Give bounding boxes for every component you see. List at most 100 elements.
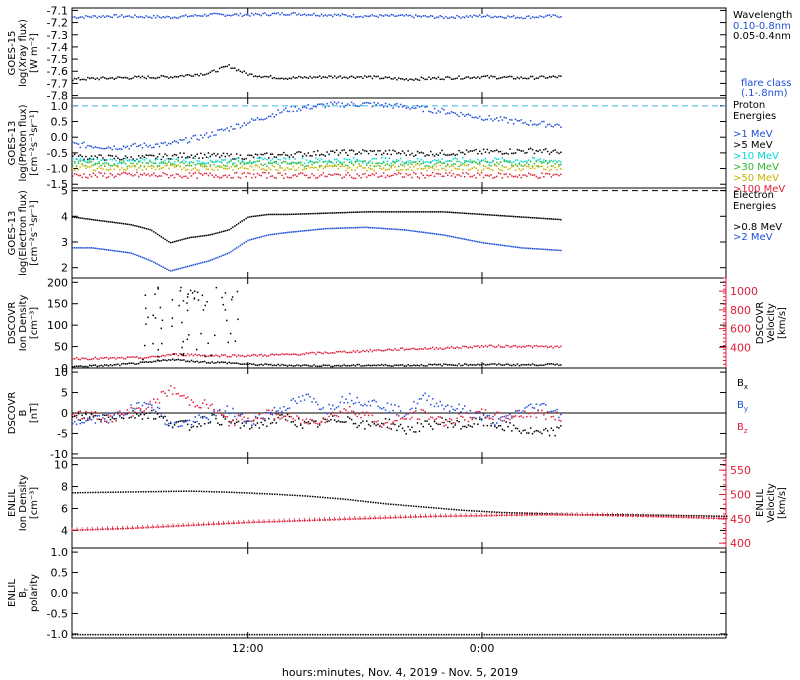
data-point	[431, 364, 434, 366]
data-point	[122, 77, 125, 79]
data-point	[135, 491, 137, 493]
data-point	[536, 512, 539, 515]
data-point	[335, 173, 338, 175]
data-point	[375, 104, 377, 106]
data-point	[524, 77, 526, 79]
data-point	[407, 79, 409, 82]
data-point	[490, 423, 492, 425]
data-point	[294, 106, 296, 108]
data-point	[430, 425, 432, 428]
data-point	[128, 78, 130, 80]
data-point	[241, 354, 244, 357]
data-point	[320, 77, 323, 79]
data-point	[522, 429, 524, 432]
data-point	[501, 364, 504, 366]
data-point	[83, 422, 85, 424]
data-point	[258, 521, 261, 523]
data-point	[473, 116, 475, 119]
data-point	[319, 496, 321, 498]
data-point	[366, 150, 368, 153]
data-point	[390, 503, 392, 505]
data-point	[356, 226, 358, 229]
data-point	[343, 149, 345, 151]
data-point	[175, 154, 178, 156]
data-point	[462, 113, 464, 116]
data-point	[243, 122, 245, 124]
data-point	[102, 168, 104, 170]
data-point	[460, 428, 462, 430]
data-point	[713, 517, 715, 519]
data-point	[343, 76, 345, 78]
data-point	[398, 172, 400, 174]
data-point	[311, 519, 314, 522]
data-point	[529, 75, 532, 78]
data-point	[186, 360, 189, 362]
data-point	[190, 633, 193, 636]
data-point	[114, 633, 117, 636]
data-point	[215, 174, 217, 177]
data-point	[92, 247, 95, 249]
data-point	[484, 165, 487, 168]
data-point	[482, 424, 485, 427]
data-point	[178, 525, 180, 527]
data-point	[347, 103, 349, 105]
data-point	[192, 135, 195, 137]
data-point	[529, 514, 531, 516]
data-point	[149, 412, 151, 414]
data-point	[428, 515, 430, 518]
data-point	[153, 172, 155, 175]
data-point	[268, 355, 270, 357]
data-point	[170, 354, 172, 356]
data-point	[220, 13, 223, 16]
data-point	[326, 364, 328, 367]
data-point	[535, 429, 538, 432]
data-point	[535, 160, 538, 163]
data-point	[560, 249, 562, 252]
data-point	[185, 360, 187, 363]
data-point	[366, 349, 368, 352]
data-point	[398, 106, 400, 108]
data-point	[511, 175, 513, 177]
data-point	[345, 104, 347, 107]
data-point	[130, 16, 132, 18]
data-point	[188, 490, 190, 492]
data-point	[399, 228, 402, 231]
data-point	[185, 266, 187, 268]
data-point	[604, 514, 607, 517]
data-point	[104, 165, 106, 167]
data-point	[73, 421, 76, 423]
data-point	[382, 423, 385, 425]
data-point	[482, 159, 485, 161]
data-point	[130, 633, 132, 636]
data-point	[379, 165, 381, 167]
data-point	[198, 235, 200, 238]
data-point	[465, 515, 468, 517]
data-point	[386, 228, 389, 230]
data-point	[456, 114, 458, 116]
data-point	[539, 122, 541, 125]
data-point	[154, 174, 157, 177]
data-point	[311, 77, 313, 79]
data-point	[190, 353, 193, 355]
data-point	[215, 414, 217, 417]
data-point	[332, 497, 334, 499]
data-point	[388, 348, 391, 350]
data-point	[467, 160, 470, 163]
data-point	[275, 410, 277, 413]
data-point	[127, 633, 130, 636]
data-point	[350, 418, 353, 421]
data-point	[388, 15, 391, 17]
data-point	[111, 357, 114, 359]
data-point	[396, 160, 398, 163]
data-point	[107, 422, 110, 424]
data-point	[139, 408, 142, 410]
ylabel-line: [cm⁻³]	[29, 487, 40, 519]
data-point	[352, 157, 355, 159]
data-point	[132, 527, 135, 529]
data-point	[237, 168, 240, 170]
data-point	[467, 113, 470, 115]
data-point	[371, 158, 374, 160]
data-point	[507, 176, 509, 178]
data-point	[503, 419, 505, 422]
data-point	[413, 347, 415, 350]
